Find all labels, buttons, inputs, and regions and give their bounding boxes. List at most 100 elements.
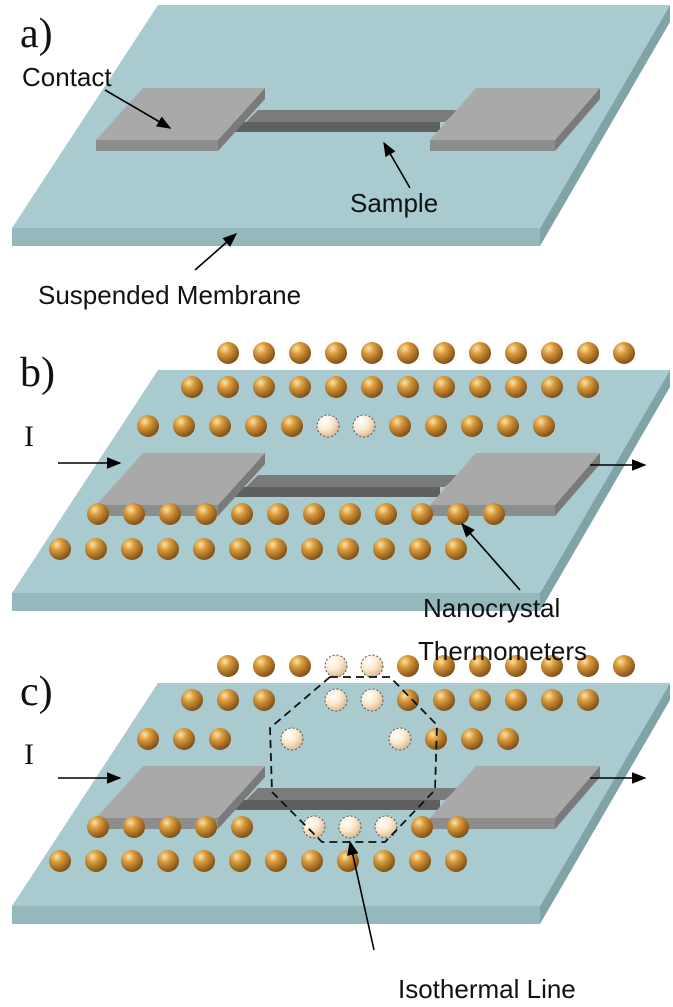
nanocrystal — [231, 816, 253, 838]
nanocrystal — [409, 850, 431, 872]
heated-nanocrystal — [317, 415, 339, 437]
nanocrystal — [469, 376, 491, 398]
nanocrystal — [253, 655, 275, 677]
stage — [12, 5, 670, 950]
nanocrystal — [181, 376, 203, 398]
nanocrystal — [87, 816, 109, 838]
nanocrystal — [173, 728, 195, 750]
nanocrystal — [505, 342, 527, 364]
nanocrystal — [339, 503, 361, 525]
annotation: Nanocrystal — [423, 593, 560, 623]
nanocrystal — [123, 816, 145, 838]
sample-top — [246, 110, 458, 122]
nanocrystal — [193, 850, 215, 872]
nanocrystal — [613, 342, 635, 364]
heated-nanocrystal — [361, 689, 383, 711]
panel-label: b) — [20, 350, 55, 396]
nanocrystal — [157, 850, 179, 872]
nanocrystal — [613, 655, 635, 677]
annotation: Sample — [350, 188, 438, 218]
nanocrystal — [281, 415, 303, 437]
nanocrystal — [217, 342, 239, 364]
nanocrystal — [209, 415, 231, 437]
nanocrystal — [157, 538, 179, 560]
sample-front — [232, 800, 440, 810]
current-label: I — [24, 420, 34, 453]
nanocrystal — [325, 342, 347, 364]
nanocrystal — [137, 415, 159, 437]
panel-label: a) — [20, 11, 53, 57]
current-label: I — [24, 738, 34, 771]
nanocrystal — [541, 689, 563, 711]
nanocrystal — [217, 689, 239, 711]
annotation: Contact — [22, 62, 112, 92]
nanocrystal — [445, 850, 467, 872]
nanocrystal — [229, 538, 251, 560]
nanocrystal — [209, 728, 231, 750]
nanocrystal — [541, 342, 563, 364]
nanocrystal — [461, 415, 483, 437]
nanocrystal — [373, 850, 395, 872]
nanocrystal — [397, 342, 419, 364]
sample-top — [246, 475, 458, 487]
nanocrystal — [217, 376, 239, 398]
membrane-front — [12, 228, 540, 246]
nanocrystal — [137, 728, 159, 750]
nanocrystal — [303, 503, 325, 525]
nanocrystal — [447, 503, 469, 525]
nanocrystal — [181, 689, 203, 711]
nanocrystal — [231, 503, 253, 525]
membrane-front — [12, 906, 540, 924]
nanocrystal — [361, 376, 383, 398]
nanocrystal — [173, 415, 195, 437]
nanocrystal — [121, 850, 143, 872]
nanocrystal — [87, 503, 109, 525]
nanocrystal — [195, 503, 217, 525]
nanocrystal — [505, 376, 527, 398]
contact-front — [430, 140, 555, 151]
nanocrystal — [577, 376, 599, 398]
nanocrystal — [497, 728, 519, 750]
nanocrystal — [325, 376, 347, 398]
nanocrystal — [577, 689, 599, 711]
nanocrystal — [397, 689, 419, 711]
nanocrystal — [461, 728, 483, 750]
nanocrystal — [397, 376, 419, 398]
nanocrystal — [411, 503, 433, 525]
nanocrystal — [433, 342, 455, 364]
heated-nanocrystal — [389, 728, 411, 750]
nanocrystal — [577, 342, 599, 364]
nanocrystal — [447, 816, 469, 838]
nanocrystal — [289, 376, 311, 398]
nanocrystal — [425, 415, 447, 437]
heated-nanocrystal — [353, 415, 375, 437]
nanocrystal — [469, 689, 491, 711]
nanocrystal — [49, 850, 71, 872]
sample-front — [232, 487, 440, 497]
nanocrystal — [411, 816, 433, 838]
annotation: Thermometers — [418, 636, 587, 666]
nanocrystal — [361, 342, 383, 364]
annotation: Suspended Membrane — [38, 280, 301, 310]
sample-front — [232, 122, 440, 132]
nanocrystal — [409, 538, 431, 560]
nanocrystal — [123, 503, 145, 525]
nanocrystal — [433, 689, 455, 711]
nanocrystal — [253, 376, 275, 398]
nanocrystal — [265, 538, 287, 560]
nanocrystal — [301, 538, 323, 560]
heated-nanocrystal — [375, 816, 397, 838]
nanocrystal — [301, 850, 323, 872]
heated-nanocrystal — [325, 655, 347, 677]
nanocrystal — [289, 655, 311, 677]
nanocrystal — [433, 376, 455, 398]
annotation: Isothermal Line — [398, 974, 576, 1004]
nanocrystal — [121, 538, 143, 560]
nanocrystal — [245, 415, 267, 437]
nanocrystal — [253, 342, 275, 364]
nanocrystal — [497, 415, 519, 437]
nanocrystal — [85, 850, 107, 872]
nanocrystal — [533, 415, 555, 437]
nanocrystal — [337, 538, 359, 560]
nanocrystal — [445, 538, 467, 560]
